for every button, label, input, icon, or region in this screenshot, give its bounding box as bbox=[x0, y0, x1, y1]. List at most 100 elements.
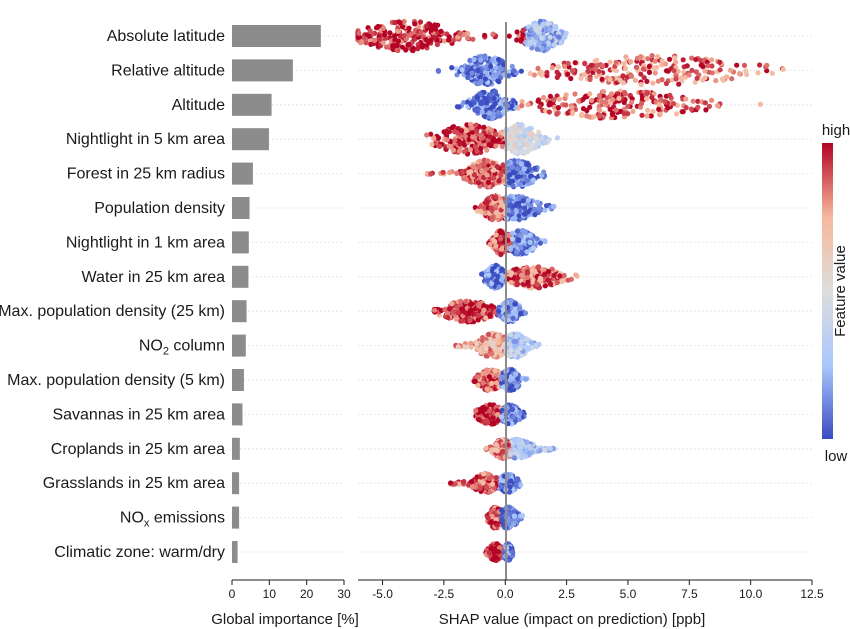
shap-point bbox=[525, 201, 531, 207]
shap-point bbox=[650, 108, 656, 115]
shap-point bbox=[518, 68, 525, 74]
shap-point bbox=[539, 139, 545, 146]
shap-point bbox=[508, 126, 514, 133]
shap-point bbox=[424, 132, 430, 138]
shap-point bbox=[644, 113, 650, 119]
shap-point bbox=[479, 109, 485, 115]
shap-point bbox=[522, 310, 529, 316]
shap-point bbox=[496, 308, 502, 314]
shap-point bbox=[780, 66, 786, 72]
shap-point bbox=[490, 31, 496, 37]
shap-point bbox=[499, 275, 505, 281]
shap-point bbox=[540, 267, 546, 273]
shap-point bbox=[499, 267, 505, 273]
shap-point bbox=[757, 101, 764, 107]
shap-point bbox=[540, 21, 546, 27]
shap-point bbox=[456, 148, 462, 154]
shap-point bbox=[557, 273, 563, 279]
shap-point bbox=[541, 94, 547, 101]
shap-point bbox=[477, 158, 483, 164]
feature-label: Nightlight in 5 km area bbox=[66, 131, 225, 148]
shap-point bbox=[680, 109, 686, 115]
shap-point bbox=[554, 279, 561, 286]
shap-point bbox=[415, 46, 421, 52]
shap-point bbox=[440, 169, 446, 175]
shap-point bbox=[456, 104, 462, 110]
shap-point bbox=[596, 68, 602, 74]
shap-point bbox=[512, 136, 518, 142]
shap-point bbox=[537, 104, 543, 110]
shap-point bbox=[483, 367, 489, 373]
shap-point bbox=[520, 27, 526, 33]
shap-point bbox=[527, 232, 533, 238]
shap-point bbox=[515, 275, 521, 281]
shap-point bbox=[667, 56, 673, 62]
shap-point bbox=[518, 161, 525, 167]
shap-point bbox=[607, 59, 613, 65]
shap-point bbox=[493, 232, 499, 238]
shap-point bbox=[455, 310, 461, 316]
shap-point bbox=[460, 318, 466, 324]
shap-point bbox=[418, 29, 424, 35]
shap-point bbox=[478, 100, 484, 107]
shap-point bbox=[646, 69, 653, 75]
shap-point bbox=[394, 28, 401, 34]
shap-point bbox=[496, 70, 502, 76]
shap-point bbox=[713, 78, 719, 84]
shap-point bbox=[410, 45, 416, 51]
shap-point bbox=[547, 26, 553, 32]
shap-point bbox=[467, 57, 473, 64]
shap-point bbox=[683, 105, 689, 111]
shap-point bbox=[514, 228, 521, 234]
shap-point bbox=[628, 99, 635, 105]
shap-point bbox=[468, 340, 474, 346]
shap-point bbox=[518, 310, 524, 316]
shap-point bbox=[485, 179, 491, 185]
shap-point bbox=[630, 108, 636, 115]
shap-point bbox=[511, 343, 518, 349]
shap-point bbox=[519, 103, 525, 109]
feature-label: Savannas in 25 km area bbox=[52, 406, 225, 423]
shap-point bbox=[444, 310, 451, 316]
shap-point bbox=[529, 146, 535, 152]
shap-point bbox=[520, 281, 526, 287]
shap-point bbox=[435, 135, 442, 141]
shap-point bbox=[695, 104, 701, 110]
shap-point bbox=[554, 135, 561, 141]
shap-point bbox=[582, 61, 588, 67]
shap-point bbox=[536, 205, 542, 212]
shap-point bbox=[563, 102, 569, 108]
shap-point bbox=[537, 275, 544, 281]
shap-point bbox=[565, 71, 571, 77]
shap-point bbox=[546, 137, 552, 143]
shap-point bbox=[474, 341, 480, 347]
shap-point bbox=[649, 94, 655, 101]
shap-point bbox=[514, 349, 520, 355]
shap-point bbox=[514, 126, 520, 132]
shap-point bbox=[487, 134, 493, 140]
shap-point bbox=[510, 98, 516, 104]
shap-point bbox=[498, 172, 504, 178]
shap-point bbox=[621, 110, 627, 116]
shap-point bbox=[533, 136, 539, 142]
shap-point bbox=[434, 41, 440, 48]
shap-point bbox=[534, 46, 540, 52]
shap-point bbox=[524, 177, 530, 184]
shap-point bbox=[481, 307, 487, 313]
shap-point bbox=[658, 96, 664, 103]
shap-point bbox=[514, 166, 521, 172]
shap-point bbox=[697, 57, 704, 63]
shap-point bbox=[655, 54, 661, 60]
shap-point bbox=[453, 316, 459, 322]
shap-point bbox=[705, 63, 711, 69]
shap-point bbox=[509, 103, 515, 109]
shap-point bbox=[596, 113, 603, 119]
shap-point bbox=[689, 55, 695, 61]
shap-point bbox=[486, 142, 493, 148]
shap-point bbox=[437, 143, 443, 149]
shap-point bbox=[390, 43, 396, 49]
shap-point bbox=[519, 99, 525, 105]
shap-point bbox=[465, 64, 471, 70]
shap-point bbox=[736, 71, 743, 77]
